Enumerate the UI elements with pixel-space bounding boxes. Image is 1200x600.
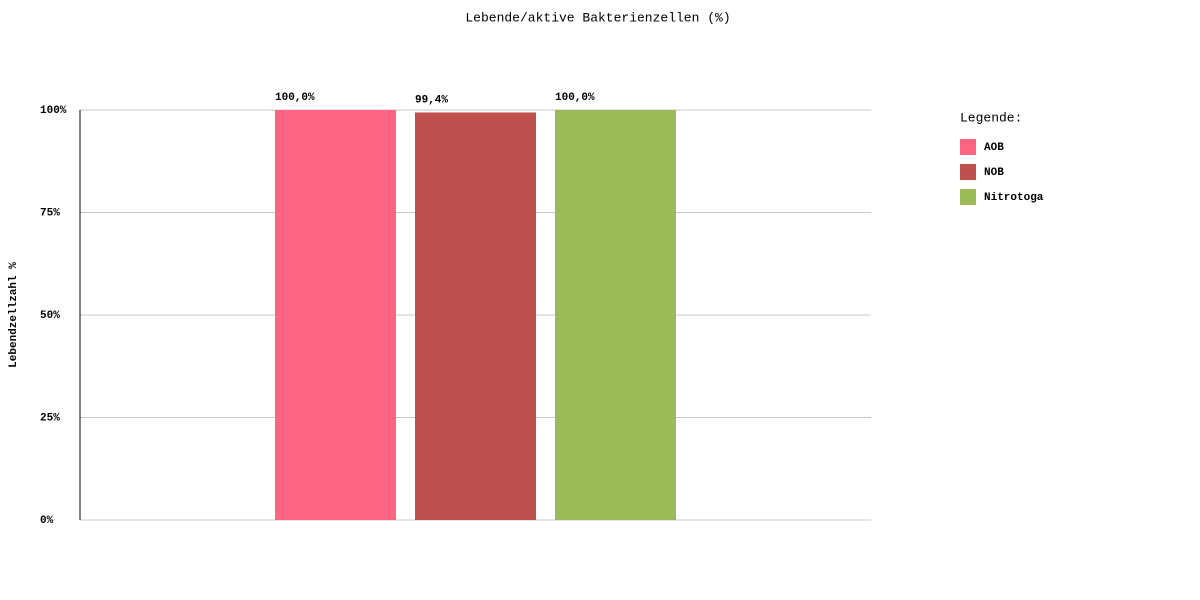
- y-tick-label: 25%: [40, 412, 60, 424]
- legend-title: Legende:: [960, 110, 1022, 125]
- y-tick-label: 75%: [40, 207, 60, 219]
- legend-label: NOB: [984, 167, 1004, 179]
- bar: [555, 110, 676, 520]
- value-label: 99,4%: [415, 94, 448, 106]
- y-tick-label: 100%: [40, 105, 67, 117]
- legend-swatch: [960, 164, 976, 180]
- bar: [275, 110, 396, 520]
- value-label: 100,0%: [555, 92, 595, 104]
- legend-swatch: [960, 139, 976, 155]
- bar: [415, 112, 536, 521]
- value-label: 100,0%: [275, 92, 315, 104]
- legend-swatch: [960, 189, 976, 205]
- chart-title: Lebende/aktive Bakterienzellen (%): [465, 10, 730, 25]
- y-tick-label: 0%: [40, 515, 54, 527]
- y-axis-label: Lebendzellzahl %: [8, 262, 20, 368]
- legend-label: AOB: [984, 142, 1004, 154]
- legend-label: Nitrotoga: [984, 192, 1044, 204]
- y-tick-label: 50%: [40, 310, 60, 322]
